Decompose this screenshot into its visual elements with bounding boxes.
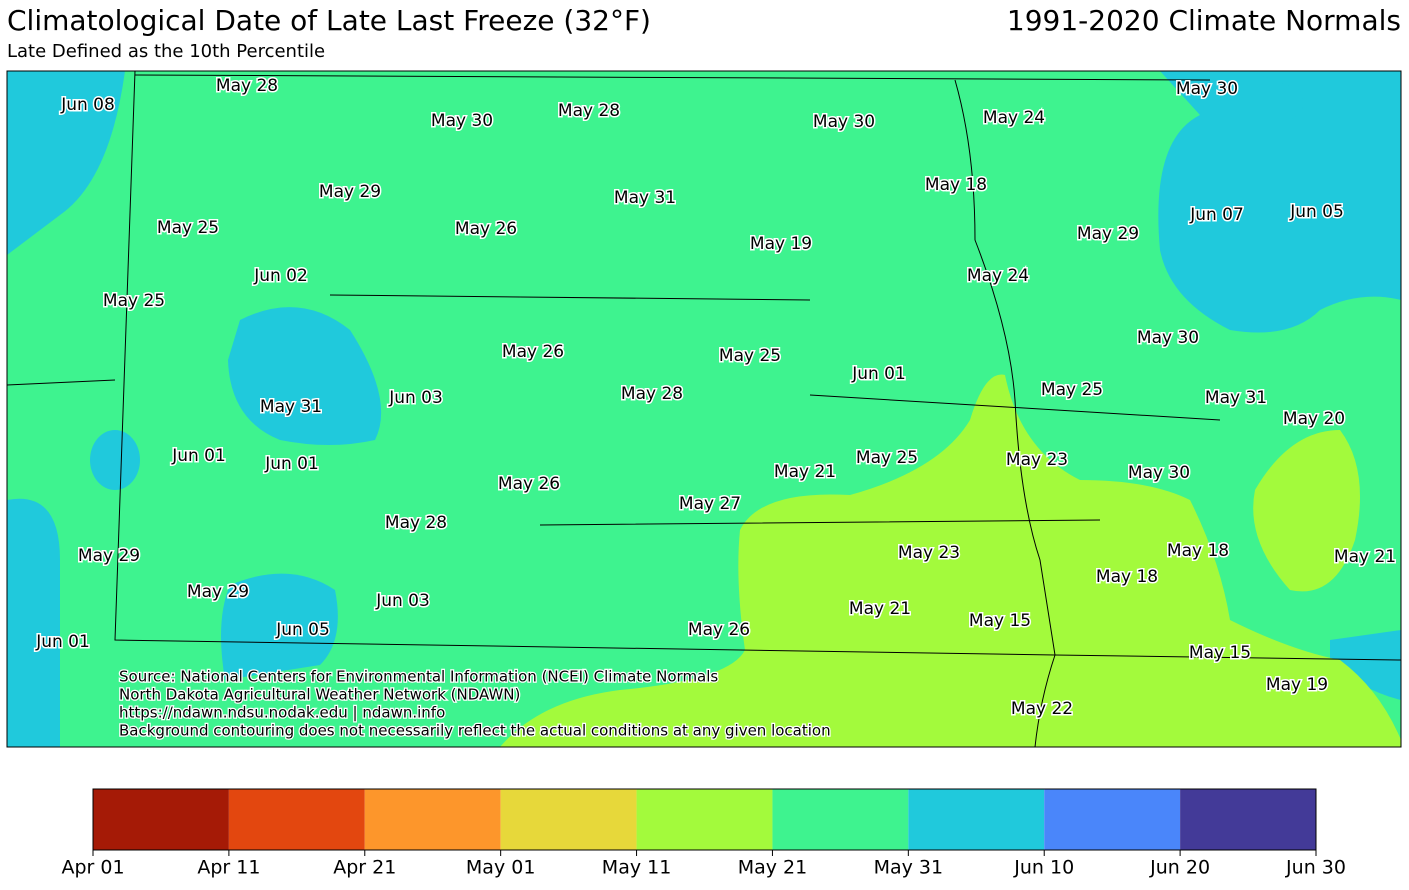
station-label: May 30: [813, 112, 875, 132]
station-label: May 25: [719, 346, 781, 366]
subtitle: Late Defined as the 10th Percentile: [7, 41, 325, 62]
colorbar-tick-label: May 01: [466, 857, 536, 879]
station-label: May 26: [688, 620, 750, 640]
station-label: May 30: [1137, 328, 1199, 348]
station-label: May 30: [1128, 463, 1190, 483]
colorbar-tick-label: Jun 20: [1149, 857, 1210, 879]
station-label: May 18: [1167, 541, 1229, 561]
station-label: May 31: [614, 188, 676, 208]
station-label: May 27: [679, 494, 741, 514]
station-label: Jun 05: [1289, 202, 1344, 222]
colorbar-bin: [500, 789, 637, 850]
station-label: Jun 01: [171, 446, 226, 466]
map: [7, 71, 1401, 747]
station-label: May 21: [849, 599, 911, 619]
colorbar-bin: [1180, 789, 1316, 850]
station-label: May 19: [750, 234, 812, 254]
station-label: Jun 07: [1189, 205, 1244, 225]
colorbar-bin: [1044, 789, 1181, 850]
colorbar-bin: [908, 789, 1045, 850]
station-label: May 18: [1096, 567, 1158, 587]
colorbar-tick-label: May 21: [738, 857, 808, 879]
map-frame: [6, 70, 1402, 748]
station-label: May 20: [1283, 409, 1345, 429]
station-label: Jun 08: [60, 95, 115, 115]
station-label: Jun 03: [375, 591, 430, 611]
station-label: May 28: [216, 76, 278, 96]
station-label: Jun 03: [388, 388, 443, 408]
station-label: May 30: [431, 111, 493, 131]
station-label: Jun 05: [275, 620, 330, 640]
station-label: May 28: [558, 101, 620, 121]
colorbar-tick-label: May 11: [602, 857, 672, 879]
station-label: Jun 02: [253, 266, 308, 286]
colorbar-bin: [772, 789, 909, 850]
station-label: May 24: [983, 108, 1045, 128]
title: Climatological Date of Late Last Freeze …: [7, 4, 651, 37]
station-label: May 15: [1189, 643, 1251, 663]
station-label: May 31: [260, 397, 322, 417]
station-label: May 25: [157, 218, 219, 238]
period: 1991-2020 Climate Normals: [1007, 4, 1401, 37]
station-label: May 24: [967, 266, 1029, 286]
colorbar-bin: [364, 789, 501, 850]
colorbar-tick-label: Jun 30: [1285, 857, 1346, 879]
station-label: May 29: [1077, 224, 1139, 244]
station-label: May 18: [925, 175, 987, 195]
station-label: May 25: [1041, 380, 1103, 400]
station-label: May 29: [319, 182, 381, 202]
station-label: May 29: [187, 582, 249, 602]
colorbar-tick-label: Apr 01: [61, 857, 124, 879]
source-line: Source: National Centers for Environment…: [119, 668, 718, 686]
station-label: May 25: [856, 448, 918, 468]
colorbar-bin: [636, 789, 773, 850]
station-label: May 21: [1334, 547, 1396, 567]
station-label: May 29: [78, 546, 140, 566]
station-label: Jun 01: [851, 364, 906, 384]
station-label: May 31: [1205, 388, 1267, 408]
station-label: May 22: [1011, 699, 1073, 719]
colorbar-tick-label: Apr 21: [333, 857, 396, 879]
source-line: Background contouring does not necessari…: [119, 722, 831, 740]
station-label: May 26: [502, 342, 564, 362]
colorbar-bin: [228, 789, 365, 850]
source-line: North Dakota Agricultural Weather Networ…: [119, 686, 520, 704]
colorbar-frame: [92, 788, 1317, 851]
source-line: https://ndawn.ndsu.nodak.edu | ndawn.inf…: [119, 704, 445, 722]
station-label: May 23: [1006, 450, 1068, 470]
station-label: May 19: [1266, 675, 1328, 695]
station-label: May 25: [103, 291, 165, 311]
station-label: May 28: [385, 513, 447, 533]
colorbar-tick-label: Apr 11: [197, 857, 260, 879]
station-label: May 15: [969, 611, 1031, 631]
colorbar-tick-label: Jun 10: [1013, 857, 1074, 879]
station-label: May 26: [455, 219, 517, 239]
station-label: May 28: [621, 384, 683, 404]
station-label: May 21: [774, 462, 836, 482]
station-label: Jun 01: [264, 454, 319, 474]
colorbar-tick-label: May 31: [874, 857, 944, 879]
station-label: May 23: [898, 543, 960, 563]
station-label: Jun 01: [35, 632, 90, 652]
station-label: May 30: [1176, 79, 1238, 99]
colorbar-bin: [93, 789, 229, 850]
station-label: May 26: [498, 474, 560, 494]
